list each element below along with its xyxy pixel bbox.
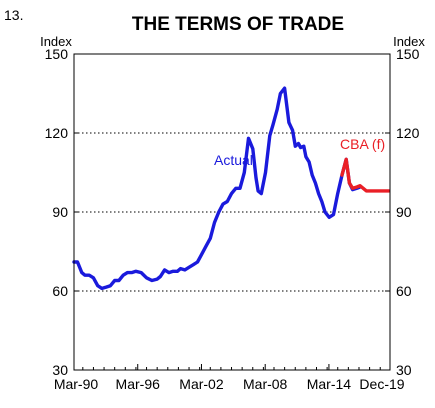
y-tick-label-left: 60	[52, 283, 68, 299]
chart-title: THE TERMS OF TRADE	[132, 14, 344, 35]
series-lines	[72, 86, 391, 291]
gridlines	[74, 53, 390, 371]
series-line-actual	[72, 86, 362, 291]
y-tick-labels-left: 30 60 90 120 150	[45, 46, 69, 378]
series-line-cba-f	[340, 157, 391, 193]
plot-frame	[73, 53, 391, 371]
y-tick-label-right: 30	[396, 362, 412, 378]
y-axis-label-left: Index	[40, 34, 72, 49]
x-tick-label: Mar-08	[243, 376, 288, 392]
y-tick-label-right: 90	[396, 204, 412, 220]
x-tick-label: Dec-19	[359, 376, 404, 392]
annotation-cba-forecast: CBA (f)	[340, 136, 385, 152]
y-tick-label-right: 60	[396, 283, 412, 299]
figure-number: 13.	[4, 7, 23, 23]
y-tick-label-left: 90	[52, 204, 68, 220]
y-axis-label-right: Index	[393, 34, 425, 49]
x-tick-label: Mar-90	[54, 376, 99, 392]
y-tick-label-left: 30	[52, 362, 68, 378]
x-tick-label: Mar-02	[179, 376, 224, 392]
x-tick-labels: Mar-90 Mar-96 Mar-02 Mar-08 Mar-14 Dec-19	[54, 364, 405, 392]
annotation-actual: Actual	[214, 152, 253, 168]
y-tick-label-left: 150	[45, 46, 69, 62]
y-tick-label-left: 120	[45, 125, 69, 141]
x-tick-label: Mar-14	[307, 376, 352, 392]
y-tick-labels-right: 30 60 90 120 150	[396, 46, 420, 378]
y-tick-label-right: 150	[396, 46, 420, 62]
x-tick-label: Mar-96	[116, 376, 161, 392]
y-tick-label-right: 120	[396, 125, 420, 141]
